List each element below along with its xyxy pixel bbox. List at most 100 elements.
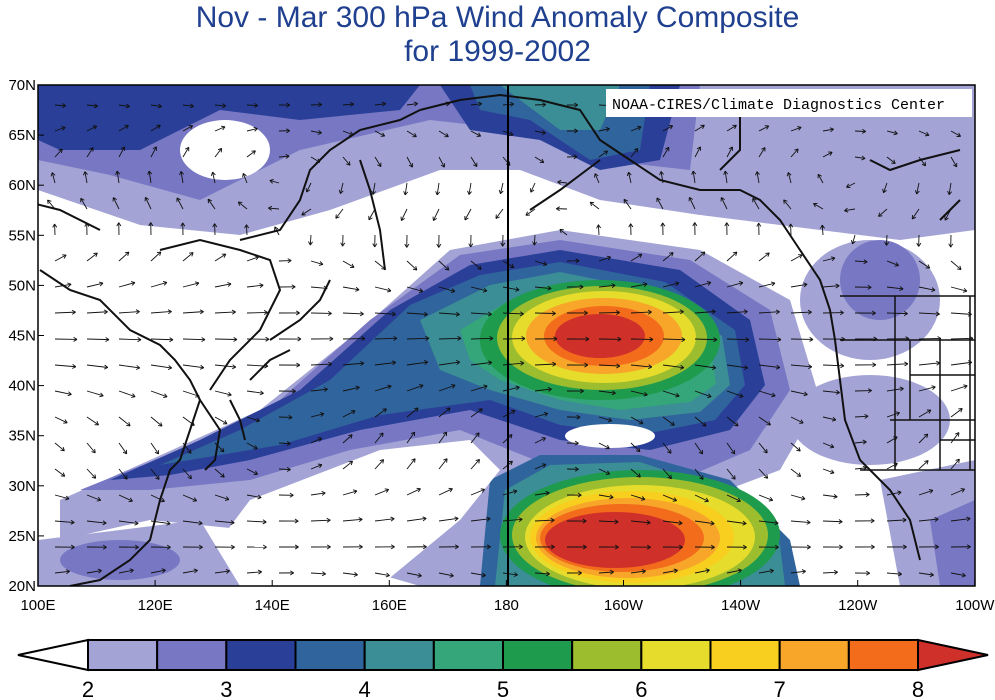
wind-vector-arrow xyxy=(918,489,934,496)
wind-vector-arrow xyxy=(118,544,139,550)
wind-vector-arrow xyxy=(630,442,641,453)
wind-vector-arrow xyxy=(86,442,96,454)
wind-vector-arrow xyxy=(918,156,926,167)
wind-vector-arrow xyxy=(662,309,684,315)
wind-vector-arrow xyxy=(918,544,939,550)
wind-vector-arrow xyxy=(726,468,736,480)
contour-low-hole-inner xyxy=(197,132,253,168)
wind-vector-arrow xyxy=(403,182,409,196)
wind-vector-arrow xyxy=(54,468,66,477)
wind-vector-arrow xyxy=(118,124,129,132)
wind-vector-arrow xyxy=(790,309,812,315)
lon-label: 120E xyxy=(138,597,173,614)
wind-vector-arrow xyxy=(80,197,88,210)
wind-vector-arrow xyxy=(822,283,840,289)
lat-label: 40N xyxy=(8,378,36,395)
wind-vector-arrow xyxy=(534,102,547,108)
wind-vector-arrow xyxy=(916,234,922,247)
wind-vector-arrow xyxy=(246,519,267,525)
wind-vector-arrow xyxy=(659,171,664,184)
wind-vector-arrow xyxy=(534,130,546,135)
wind-vector-arrow xyxy=(438,360,461,366)
wind-vector-arrow xyxy=(310,336,334,342)
colorbar-segment xyxy=(502,639,574,671)
wind-vector-arrow xyxy=(274,226,280,236)
wind-vector-arrow xyxy=(854,310,876,316)
wind-vector-arrow xyxy=(950,408,963,418)
wind-vector-arrow xyxy=(630,148,639,158)
wind-vector-arrow xyxy=(790,254,803,262)
wind-vector-arrow xyxy=(340,234,346,247)
wind-vector-arrow xyxy=(438,516,459,522)
wind-vector-arrow xyxy=(566,518,587,524)
wind-vector-arrow xyxy=(534,361,557,367)
wind-vector-arrow xyxy=(118,468,128,480)
wind-vector-arrow xyxy=(525,208,536,216)
wind-vector-arrow xyxy=(246,468,258,476)
wind-vector-arrow xyxy=(790,519,811,525)
wind-vector-arrow xyxy=(630,544,651,550)
wind-vector-arrow xyxy=(310,437,323,444)
contour-gap-subtropics xyxy=(220,440,500,586)
wind-vector-arrow xyxy=(182,494,197,502)
wind-vector-arrow xyxy=(374,101,387,107)
wind-vector-arrow xyxy=(950,432,960,444)
wind-vector-arrow xyxy=(758,520,779,526)
wind-vector-arrow xyxy=(788,223,794,236)
wind-vector-arrow xyxy=(534,571,550,577)
wind-vector-arrow xyxy=(726,337,750,343)
wind-vector-arrow xyxy=(662,146,670,158)
wind-vector-arrow xyxy=(502,544,523,550)
wind-vector-arrow xyxy=(950,311,972,317)
wind-vector-arrow xyxy=(470,101,483,107)
wind-vector-arrow xyxy=(150,364,173,370)
wind-vector-arrow xyxy=(182,442,192,454)
lat-label: 55N xyxy=(8,227,36,244)
wind-vector-arrow xyxy=(406,487,421,496)
wind-vector-arrow xyxy=(214,125,226,132)
wind-vector-arrow xyxy=(694,494,709,503)
wind-vector-arrow xyxy=(342,460,353,470)
wind-vector-arrow xyxy=(54,569,70,575)
wind-vector-arrow xyxy=(822,544,843,550)
contour-region-5-north xyxy=(500,85,620,130)
wind-vector-arrow xyxy=(342,489,358,496)
wind-vector-arrow xyxy=(310,463,323,470)
wind-vector-arrow xyxy=(566,544,587,550)
wind-vector-arrow xyxy=(310,102,323,108)
wind-vector-arrow xyxy=(950,360,973,366)
coastline xyxy=(159,238,282,391)
wind-vector-arrow xyxy=(694,281,712,288)
wind-vector-arrow xyxy=(790,126,802,132)
wind-vector-arrow xyxy=(726,364,749,370)
wind-vector-arrow xyxy=(150,146,158,158)
wind-vector-arrow xyxy=(755,171,760,184)
wind-vector-arrow xyxy=(182,125,193,132)
wind-vector-arrow xyxy=(54,519,75,525)
wind-vector-arrow xyxy=(438,101,450,107)
wind-vector-arrow xyxy=(150,416,163,427)
colorbar-label: 3 xyxy=(220,677,232,700)
wind-vector-arrow xyxy=(566,440,579,446)
wind-vector-arrow xyxy=(950,335,974,341)
wind-vector-arrow xyxy=(566,570,582,576)
wind-vector-arrow xyxy=(86,125,98,132)
wind-vector-arrow xyxy=(86,309,108,315)
wind-vector-arrow xyxy=(944,208,952,221)
wind-vector-arrow xyxy=(886,544,907,550)
wind-vector-arrow xyxy=(470,544,491,550)
wind-vector-arrow xyxy=(148,222,154,236)
wind-vector-arrow xyxy=(566,414,581,420)
wind-vector-arrow xyxy=(438,431,448,444)
wind-vector-arrow xyxy=(54,494,70,501)
wind-vector-arrow xyxy=(854,518,875,524)
wind-vector-arrow xyxy=(534,386,552,392)
wind-vector-arrow xyxy=(268,205,280,211)
colorbar-label: 5 xyxy=(497,677,509,700)
wind-vector-arrow xyxy=(278,284,296,290)
wind-vector-arrow xyxy=(786,172,792,184)
wind-vector-arrow xyxy=(947,182,952,195)
wind-vector-arrow xyxy=(278,310,300,316)
wind-vector-arrow xyxy=(305,182,312,193)
wind-vector-arrow xyxy=(374,260,386,270)
